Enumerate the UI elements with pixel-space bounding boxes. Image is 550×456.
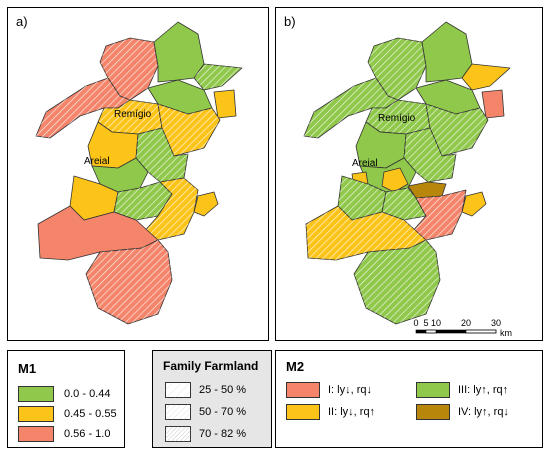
- legend-m1-label-1: 0.45 - 0.55: [64, 408, 117, 420]
- map-b-region-e2: [481, 89, 505, 119]
- legend-m2-swatch-green: [416, 382, 450, 398]
- legend-m2-row-3: IV: ly↑, rq↓: [416, 403, 509, 421]
- map-a-region-e2: [213, 89, 237, 119]
- legend-farmland-title: Family Farmland: [163, 359, 259, 373]
- place-label-remigio-b: Remígio: [378, 113, 416, 124]
- scale-tick-30: 30: [491, 318, 501, 328]
- legend-m2-label-0: I: ly↓, rq↓: [328, 384, 373, 396]
- legend-farmland-row-1: 50 - 70 %: [165, 403, 246, 421]
- scale-tick-5: 5: [423, 318, 428, 328]
- legend-m2-row-2: II: ly↓, rq↑: [286, 403, 375, 421]
- panel-label-b: b): [284, 14, 296, 29]
- legend-m2-row-1: III: ly↑, rq↑: [416, 381, 508, 399]
- scale-unit: km: [500, 328, 512, 338]
- legend-farmland-swatch-0: [165, 382, 191, 398]
- map-b-region-ne: [421, 21, 473, 83]
- legend-m2: M2 I: ly↓, rq↓ III: ly↑, rq↑ II: ly↓, rq…: [275, 350, 543, 448]
- legend-m1-label-0: 0.0 - 0.44: [64, 388, 111, 400]
- legend-m2-row-0: I: ly↓, rq↓: [286, 381, 372, 399]
- legend-farmland-label-1: 50 - 70 %: [199, 406, 247, 418]
- legend-m2-label-2: II: ly↓, rq↑: [328, 406, 376, 418]
- legend-farmland-label-2: 70 - 82 %: [199, 428, 247, 440]
- map-b-region-center-yellow: [381, 167, 409, 193]
- map-a-region-e-small: [193, 191, 219, 217]
- legend-m1: M1 0.0 - 0.44 0.45 - 0.55 0.56 - 1.0: [7, 350, 125, 448]
- map-panel-b: b): [275, 7, 543, 341]
- place-label-remigio-a: Remígio: [114, 109, 152, 120]
- scale-tick-0: 0: [413, 318, 418, 328]
- scale-tick-10: 10: [431, 318, 441, 328]
- legend-m2-swatch-yellow: [286, 404, 320, 420]
- map-a-region-ne: [153, 21, 205, 83]
- legend-m1-label-2: 0.56 - 1.0: [64, 428, 111, 440]
- legend-m1-swatch-yellow: [18, 406, 54, 422]
- place-label-areial-a: Areial: [84, 156, 110, 167]
- legend-farmland-swatch-2: [165, 426, 191, 442]
- legend-m1-title: M1: [18, 361, 37, 376]
- legend-m1-swatch-red: [18, 426, 54, 442]
- legend-m1-swatch-green: [18, 386, 54, 402]
- legend-farmland: Family Farmland 25 - 50 % 50 - 70 % 70 -…: [152, 350, 272, 448]
- legend-m2-label-1: III: ly↑, rq↑: [458, 384, 509, 396]
- place-label-areial-b: Areial: [352, 158, 378, 169]
- map-panel-a: a): [7, 7, 269, 341]
- map-b-region-e1: [461, 63, 511, 91]
- legend-m1-row-0: 0.0 - 0.44: [18, 385, 110, 403]
- legend-m2-label-3: IV: ly↑, rq↓: [458, 406, 509, 418]
- legend-m2-swatch-red: [286, 382, 320, 398]
- legend-farmland-row-2: 70 - 82 %: [165, 425, 246, 443]
- scale-tick-20: 20: [461, 318, 471, 328]
- legend-m1-row-1: 0.45 - 0.55: [18, 405, 117, 423]
- map-b-svg: Remígio Areial 0 5 10 20 30 km: [303, 21, 512, 338]
- legend-m2-swatch-brown: [416, 404, 450, 420]
- map-b-region-e-small: [461, 191, 487, 217]
- panel-label-a: a): [16, 14, 28, 29]
- legend-farmland-label-0: 25 - 50 %: [199, 384, 247, 396]
- legend-farmland-row-0: 25 - 50 %: [165, 381, 246, 399]
- map-a-svg: Remígio Areial: [35, 21, 243, 325]
- scale-bar: 0 5 10 20 30 km: [413, 318, 512, 338]
- legend-m2-title: M2: [286, 359, 305, 374]
- legend-farmland-swatch-1: [165, 404, 191, 420]
- legend-m1-row-2: 0.56 - 1.0: [18, 425, 110, 443]
